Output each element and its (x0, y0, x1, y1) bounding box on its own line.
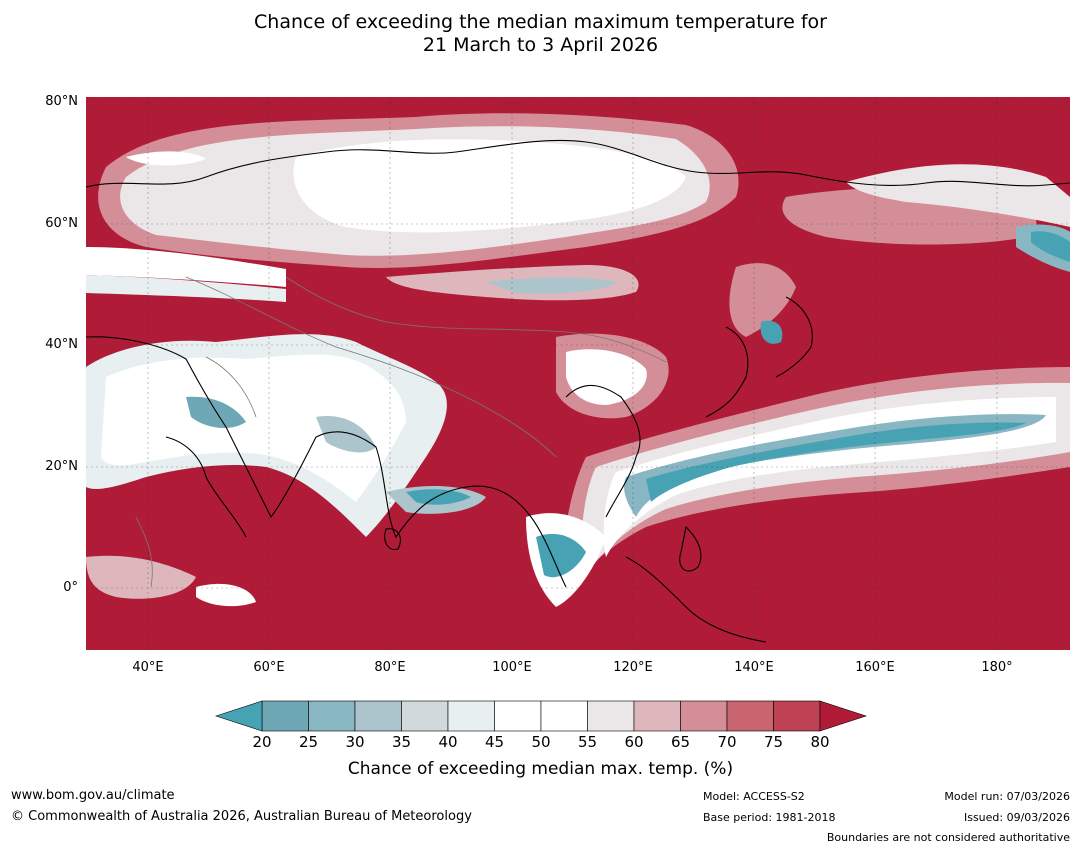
lon-label-100e: 100°E (492, 660, 532, 675)
lon-label-120e: 120°E (613, 660, 653, 675)
map-title-line1: Chance of exceeding the median maximum t… (254, 11, 827, 33)
colorbar-tick-65: 65 (670, 733, 691, 751)
lon-label-40e: 40°E (132, 660, 164, 675)
colorbar-tick-55: 55 (577, 733, 598, 751)
lon-label-140e: 140°E (734, 660, 774, 675)
colorbar-box-7 (587, 700, 635, 732)
lon-label-180: 180° (981, 660, 1013, 675)
lon-label-160e: 160°E (855, 660, 895, 675)
east-asia-region (556, 263, 796, 419)
colorbar-box-9 (680, 700, 728, 732)
colorbar-tick-20: 20 (252, 733, 272, 751)
graticule (86, 97, 1070, 650)
colorbar-under-arrow (215, 700, 263, 732)
colorbar-box-10 (726, 700, 774, 732)
colorbar-box-4 (447, 700, 495, 732)
south-asia-region (86, 334, 486, 607)
colorbar-over-arrow (819, 700, 867, 732)
footer-model-run: Model run: 07/03/2026 (944, 790, 1070, 803)
colorbar-box-6 (540, 700, 588, 732)
map-canvas (85, 97, 1071, 650)
footer-disclaimer: Boundaries are not considered authoritat… (826, 831, 1070, 844)
colorbar-tick-70: 70 (717, 733, 737, 751)
map-title-line2: 21 March to 3 April 2026 (422, 34, 659, 56)
lon-label-60e: 60°E (253, 660, 285, 675)
lat-label-80n: 80°N (45, 94, 78, 109)
footer-website: www.bom.gov.au/climate (11, 788, 175, 803)
colorbar-tick-25: 25 (298, 733, 319, 751)
colorbar-tick-35: 35 (391, 733, 412, 751)
colorbar-box-1 (308, 700, 356, 732)
colorbar-box-2 (354, 700, 402, 732)
colorbar-tick-40: 40 (438, 733, 458, 751)
coastlines (85, 139, 1071, 643)
footer-model: Model: ACCESS-S2 (703, 790, 805, 803)
colorbar-box-3 (401, 700, 449, 732)
pacific-region (526, 367, 1070, 607)
footer-copyright: © Commonwealth of Australia 2026, Austra… (11, 809, 472, 824)
colorbar-tick-80: 80 (810, 733, 830, 751)
country-boundaries (135, 276, 667, 588)
colorbar-box-11 (773, 700, 821, 732)
lat-label-20n: 20°N (45, 459, 78, 474)
colorbar-tick-75: 75 (763, 733, 784, 751)
lat-label-60n: 60°N (45, 216, 78, 231)
colorbar-box-5 (494, 700, 542, 732)
footer-issued: Issued: 09/03/2026 (963, 811, 1070, 824)
colorbar-label: Chance of exceeding median max. temp. (%… (347, 759, 734, 779)
footer-base-period: Base period: 1981-2018 (703, 811, 836, 824)
lat-label-40n: 40°N (45, 337, 78, 352)
colorbar-tick-45: 45 (484, 733, 505, 751)
lon-label-80e: 80°E (374, 660, 406, 675)
probability-map (85, 97, 1071, 650)
colorbar-tick-30: 30 (345, 733, 365, 751)
colorbar-tick-50: 50 (531, 733, 551, 751)
colorbar-box-8 (633, 700, 681, 732)
colorbar-box-0 (261, 700, 309, 732)
colorbar-tick-60: 60 (624, 733, 644, 751)
lat-label-0: 0° (63, 580, 78, 595)
